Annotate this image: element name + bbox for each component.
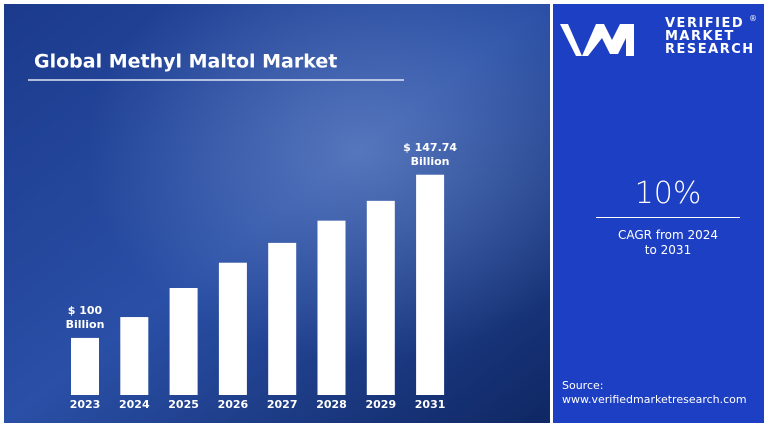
logo-line: RESEARCH (665, 42, 755, 57)
bar (366, 200, 395, 395)
x-tick-label: 2029 (365, 398, 396, 411)
cagr-divider (596, 217, 740, 218)
cagr-label: CAGR from 2024 to 2031 (617, 228, 719, 257)
logo-line: MARKET (665, 29, 735, 44)
bar (120, 317, 149, 395)
logo-registered: ® (749, 14, 757, 23)
logo-line: VERIFIED (665, 16, 745, 31)
bar (169, 288, 198, 395)
bar (268, 242, 297, 395)
bar (71, 337, 99, 395)
value-label: $ 100 Billion (65, 303, 105, 331)
source-url: www.verifiedmarketresearch.com (562, 393, 747, 406)
x-tick-label: 2026 (218, 398, 249, 411)
logo-icon (560, 24, 634, 56)
chart-title: Global Methyl Maltol Market (34, 51, 337, 73)
x-tick-label: 2023 (70, 398, 101, 411)
x-tick-label: 2024 (119, 398, 150, 411)
cagr-value: 10% (634, 176, 702, 211)
side-panel (553, 4, 764, 423)
logo-text: VERIFIED MARKET RESEARCH (665, 17, 755, 56)
x-tick-label: 2031 (415, 398, 446, 411)
bar (416, 174, 445, 395)
x-tick-label: 2027 (267, 398, 298, 411)
bar (317, 220, 346, 395)
x-tick-label: 2025 (168, 398, 199, 411)
value-label: $ 147.74 Billion (403, 140, 458, 168)
bar (218, 262, 247, 395)
x-tick-label: 2028 (316, 398, 347, 411)
source-label: Source: (562, 379, 604, 392)
source: Source: www.verifiedmarketresearch.com (562, 379, 747, 407)
